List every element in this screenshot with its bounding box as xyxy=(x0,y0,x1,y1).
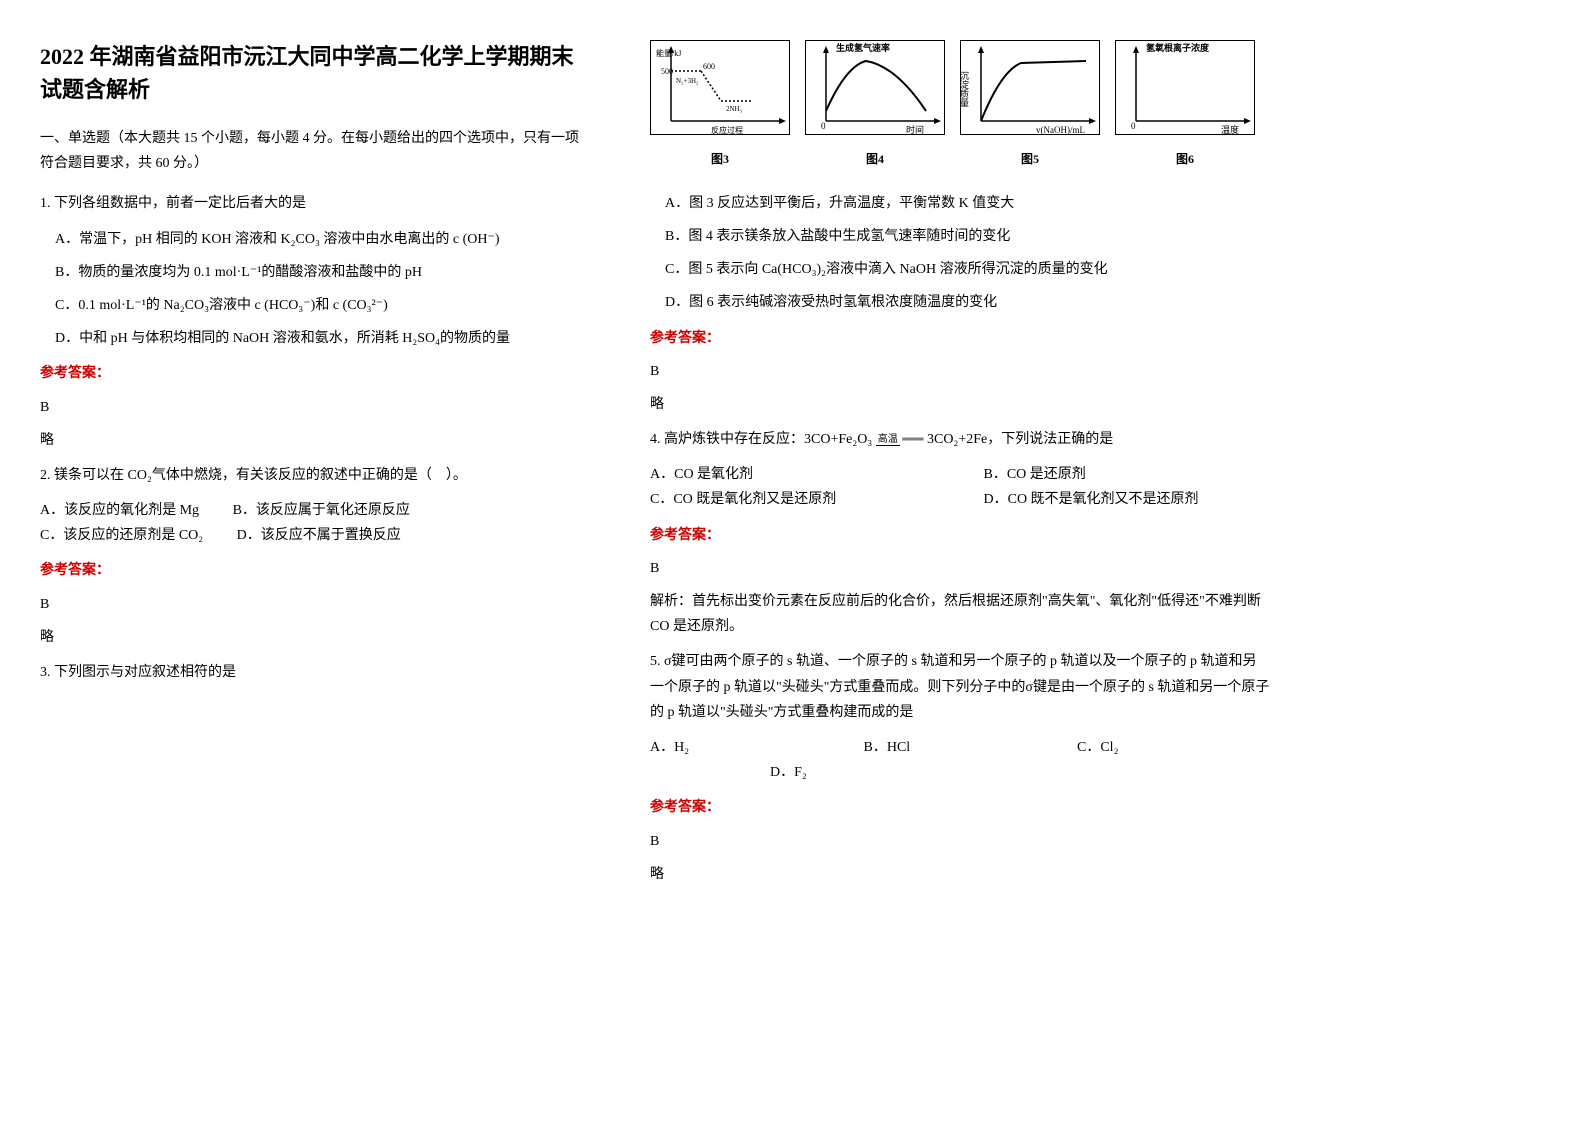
option-a: A．该反应的氧化剂是 Mg xyxy=(40,498,199,523)
answer-value: B xyxy=(650,829,1270,854)
question-text: 4. 高炉炼铁中存在反应：3CO+Fe₂O₃ 高温 ═══ 3CO₂+2Fe，下… xyxy=(650,427,1270,452)
svg-text:0: 0 xyxy=(1131,121,1136,131)
chart-fig6: 氢氧根离子浓度 0 温度 xyxy=(1115,40,1255,135)
question-text: 1. 下列各组数据中，前者一定比后者大的是 xyxy=(40,191,590,216)
figure-label: 图6 xyxy=(1115,149,1255,171)
ylabel: 沉淀质量 xyxy=(960,71,969,107)
question-3-options: A．图 3 反应达到平衡后，升高温度，平衡常数 K 值变大 B．图 4 表示镁条… xyxy=(650,191,1270,417)
right-column: 能量/kJ 500 600 N₂+3H₂ 2NH₃ 反应过程 图3 xyxy=(650,40,1270,897)
svg-text:500: 500 xyxy=(661,67,673,76)
option-b: B．物质的量浓度均为 0.1 mol·L⁻¹的醋酸溶液和盐酸中的 pH xyxy=(40,260,590,285)
option-d: D．F₂ xyxy=(770,760,807,785)
answer-explanation: 解析：首先标出变价元素在反应前后的化合价，然后根据还原剂"高失氧"、氧化剂"低得… xyxy=(650,589,1270,639)
answer-value: B xyxy=(40,592,590,617)
option-c: C．CO 既是氧化剂又是还原剂 xyxy=(650,487,950,512)
figure-4: 生成氢气速率 0 时间 图4 xyxy=(805,40,945,171)
figure-label: 图5 xyxy=(960,149,1100,171)
option-b: B．该反应属于氧化还原反应 xyxy=(233,498,410,523)
xlabel: 温度 xyxy=(1221,124,1239,135)
svg-text:600: 600 xyxy=(703,62,715,71)
question-4: 4. 高炉炼铁中存在反应：3CO+Fe₂O₃ 高温 ═══ 3CO₂+2Fe，下… xyxy=(650,427,1270,639)
xlabel: 时间 xyxy=(906,124,924,135)
answer-label: 参考答案： xyxy=(40,558,590,583)
xlabel: 反应过程 xyxy=(711,125,743,135)
figure-5: 沉淀质量 v(NaOH)/mL 图5 xyxy=(960,40,1100,171)
option-c: C．该反应的还原剂是 CO₂ xyxy=(40,523,203,548)
q4-suffix: 3CO₂+2Fe，下列说法正确的是 xyxy=(927,432,1113,447)
chart-fig5: 沉淀质量 v(NaOH)/mL xyxy=(960,40,1100,135)
option-d: D．图 6 表示纯碱溶液受热时氢氧根浓度随温度的变化 xyxy=(650,290,1270,315)
option-c: C．图 5 表示向 Ca(HCO₃)₂溶液中滴入 NaOH 溶液所得沉淀的质量的… xyxy=(650,257,1270,282)
options-row-1: A．CO 是氧化剂 B．CO 是还原剂 xyxy=(650,462,1270,487)
option-b: B．图 4 表示镁条放入盐酸中生成氢气速率随时间的变化 xyxy=(650,224,1270,249)
option-b: B．CO 是还原剂 xyxy=(984,462,1086,487)
question-text: 2. 镁条可以在 CO₂气体中燃烧，有关该反应的叙述中正确的是（ ）。 xyxy=(40,463,590,488)
answer-value: B xyxy=(650,359,1270,384)
option-a: A．CO 是氧化剂 xyxy=(650,462,950,487)
option-d: D．该反应不属于置换反应 xyxy=(237,523,401,548)
option-d: D．中和 pH 与体积均相同的 NaOH 溶液和氨水，所消耗 H₂SO₄的物质的… xyxy=(40,326,590,351)
answer-label: 参考答案： xyxy=(650,795,1270,820)
answer-label: 参考答案： xyxy=(40,361,590,386)
answer-note: 略 xyxy=(40,625,590,650)
option-d: D．CO 既不是氧化剂又不是还原剂 xyxy=(984,487,1199,512)
options-row-2: C．CO 既是氧化剂又是还原剂 D．CO 既不是氧化剂又不是还原剂 xyxy=(650,487,1270,512)
figure-row: 能量/kJ 500 600 N₂+3H₂ 2NH₃ 反应过程 图3 xyxy=(650,40,1270,171)
option-a: A．H₂ xyxy=(650,735,830,760)
chart-fig3: 能量/kJ 500 600 N₂+3H₂ 2NH₃ 反应过程 xyxy=(650,40,790,135)
reaction-condition: 高温 ═══ xyxy=(876,431,924,449)
page-container: 2022 年湖南省益阳市沅江大同中学高二化学上学期期末试题含解析 一、单选题（本… xyxy=(40,40,1547,897)
answer-value: B xyxy=(40,395,590,420)
ylabel: 生成氢气速率 xyxy=(836,42,890,53)
question-text: 5. σ键可由两个原子的 s 轨道、一个原子的 s 轨道和另一个原子的 p 轨道… xyxy=(650,649,1270,725)
answer-label: 参考答案： xyxy=(650,326,1270,351)
figure-label: 图4 xyxy=(805,149,945,171)
option-a: A．常温下，pH 相同的 KOH 溶液和 K₂CO₃ 溶液中由水电离出的 c (… xyxy=(40,227,590,252)
figure-3: 能量/kJ 500 600 N₂+3H₂ 2NH₃ 反应过程 图3 xyxy=(650,40,790,171)
svg-text:2NH₃: 2NH₃ xyxy=(726,105,743,113)
document-title: 2022 年湖南省益阳市沅江大同中学高二化学上学期期末试题含解析 xyxy=(40,40,590,106)
ylabel: 能量/kJ xyxy=(656,48,681,58)
answer-label: 参考答案： xyxy=(650,523,1270,548)
answer-note: 略 xyxy=(650,392,1270,417)
option-a: A．图 3 反应达到平衡后，升高温度，平衡常数 K 值变大 xyxy=(650,191,1270,216)
question-1: 1. 下列各组数据中，前者一定比后者大的是 A．常温下，pH 相同的 KOH 溶… xyxy=(40,191,590,453)
options-row-2: D．F₂ xyxy=(650,760,1270,785)
xlabel: v(NaOH)/mL xyxy=(1036,125,1085,135)
options-row-1: A．H₂ B．HCl C．Cl₂ xyxy=(650,735,1270,760)
question-text: 3. 下列图示与对应叙述相符的是 xyxy=(40,660,590,685)
section-header: 一、单选题（本大题共 15 个小题，每小题 4 分。在每小题给出的四个选项中，只… xyxy=(40,126,590,176)
answer-note: 略 xyxy=(650,862,1270,887)
svg-text:0: 0 xyxy=(821,121,826,131)
options-row-2: C．该反应的还原剂是 CO₂ D．该反应不属于置换反应 xyxy=(40,523,590,548)
option-c: C．Cl₂ xyxy=(1077,735,1118,760)
left-column: 2022 年湖南省益阳市沅江大同中学高二化学上学期期末试题含解析 一、单选题（本… xyxy=(40,40,590,897)
options-row-1: A．该反应的氧化剂是 Mg B．该反应属于氧化还原反应 xyxy=(40,498,590,523)
figure-6: 氢氧根离子浓度 0 温度 图6 xyxy=(1115,40,1255,171)
q4-prefix: 4. 高炉炼铁中存在反应：3CO+Fe₂O₃ xyxy=(650,432,872,447)
chart-fig4: 生成氢气速率 0 时间 xyxy=(805,40,945,135)
question-5: 5. σ键可由两个原子的 s 轨道、一个原子的 s 轨道和另一个原子的 p 轨道… xyxy=(650,649,1270,887)
ylabel: 氢氧根离子浓度 xyxy=(1146,42,1210,53)
option-b: B．HCl xyxy=(864,735,1044,760)
option-c: C．0.1 mol·L⁻¹的 Na₂CO₃溶液中 c (HCO₃⁻)和 c (C… xyxy=(40,293,590,318)
svg-text:N₂+3H₂: N₂+3H₂ xyxy=(676,77,699,85)
answer-note: 略 xyxy=(40,428,590,453)
question-2: 2. 镁条可以在 CO₂气体中燃烧，有关该反应的叙述中正确的是（ ）。 A．该反… xyxy=(40,463,590,650)
figure-label: 图3 xyxy=(650,149,790,171)
answer-value: B xyxy=(650,556,1270,581)
question-3: 3. 下列图示与对应叙述相符的是 xyxy=(40,660,590,685)
